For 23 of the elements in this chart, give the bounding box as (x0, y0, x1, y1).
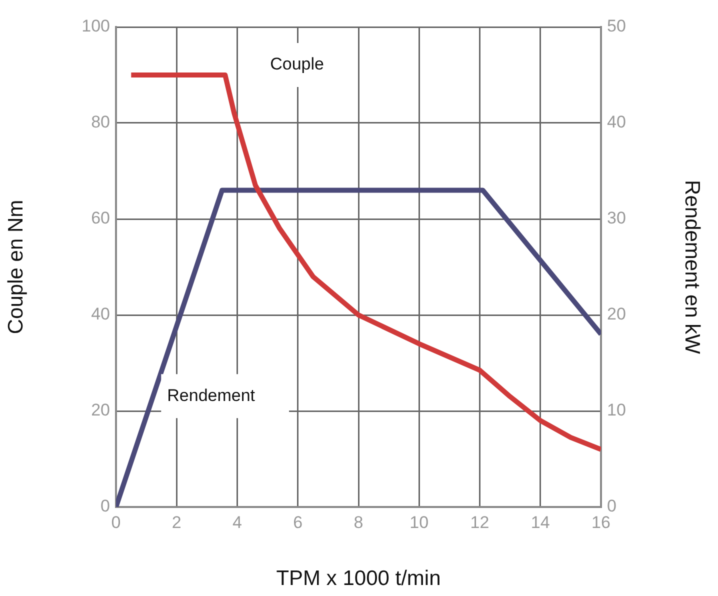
x-tick-label: 4 (232, 512, 242, 532)
y2-tick-label: 20 (607, 304, 626, 324)
y-tick-label: 80 (91, 112, 110, 132)
x-tick-label: 6 (293, 512, 303, 532)
y2-tick-label: 50 (607, 16, 626, 36)
x-tick-label: 14 (530, 512, 550, 532)
y-tick-label: 100 (82, 16, 110, 36)
x-tick-label: 8 (354, 512, 364, 532)
y-tick-label: 40 (91, 304, 110, 324)
text: Couple (270, 54, 324, 74)
y-tick-label: 60 (91, 208, 110, 228)
y2-axis-title: Rendement en kW (680, 180, 704, 354)
y-tick-label: 20 (91, 400, 110, 420)
y-tick-label: 0 (100, 496, 110, 516)
x-axis-title: TPM x 1000 t/min (276, 567, 441, 590)
series-label: Rendement (167, 386, 256, 405)
y2-tick-label: 30 (607, 208, 626, 228)
y2-tick-label: 40 (607, 112, 626, 132)
x-tick-label: 10 (410, 512, 429, 532)
x-tick-label: 2 (172, 512, 182, 532)
x-tick-label: 12 (470, 512, 490, 532)
y2-tick-label: 10 (607, 400, 626, 420)
y-axis-title: Couple en Nm (4, 200, 28, 334)
